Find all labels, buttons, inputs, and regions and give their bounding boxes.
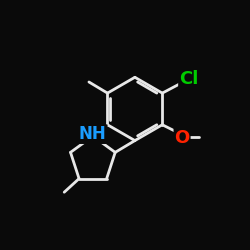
Text: Cl: Cl [179,70,199,88]
Text: O: O [174,129,190,147]
Text: NH: NH [79,125,107,143]
